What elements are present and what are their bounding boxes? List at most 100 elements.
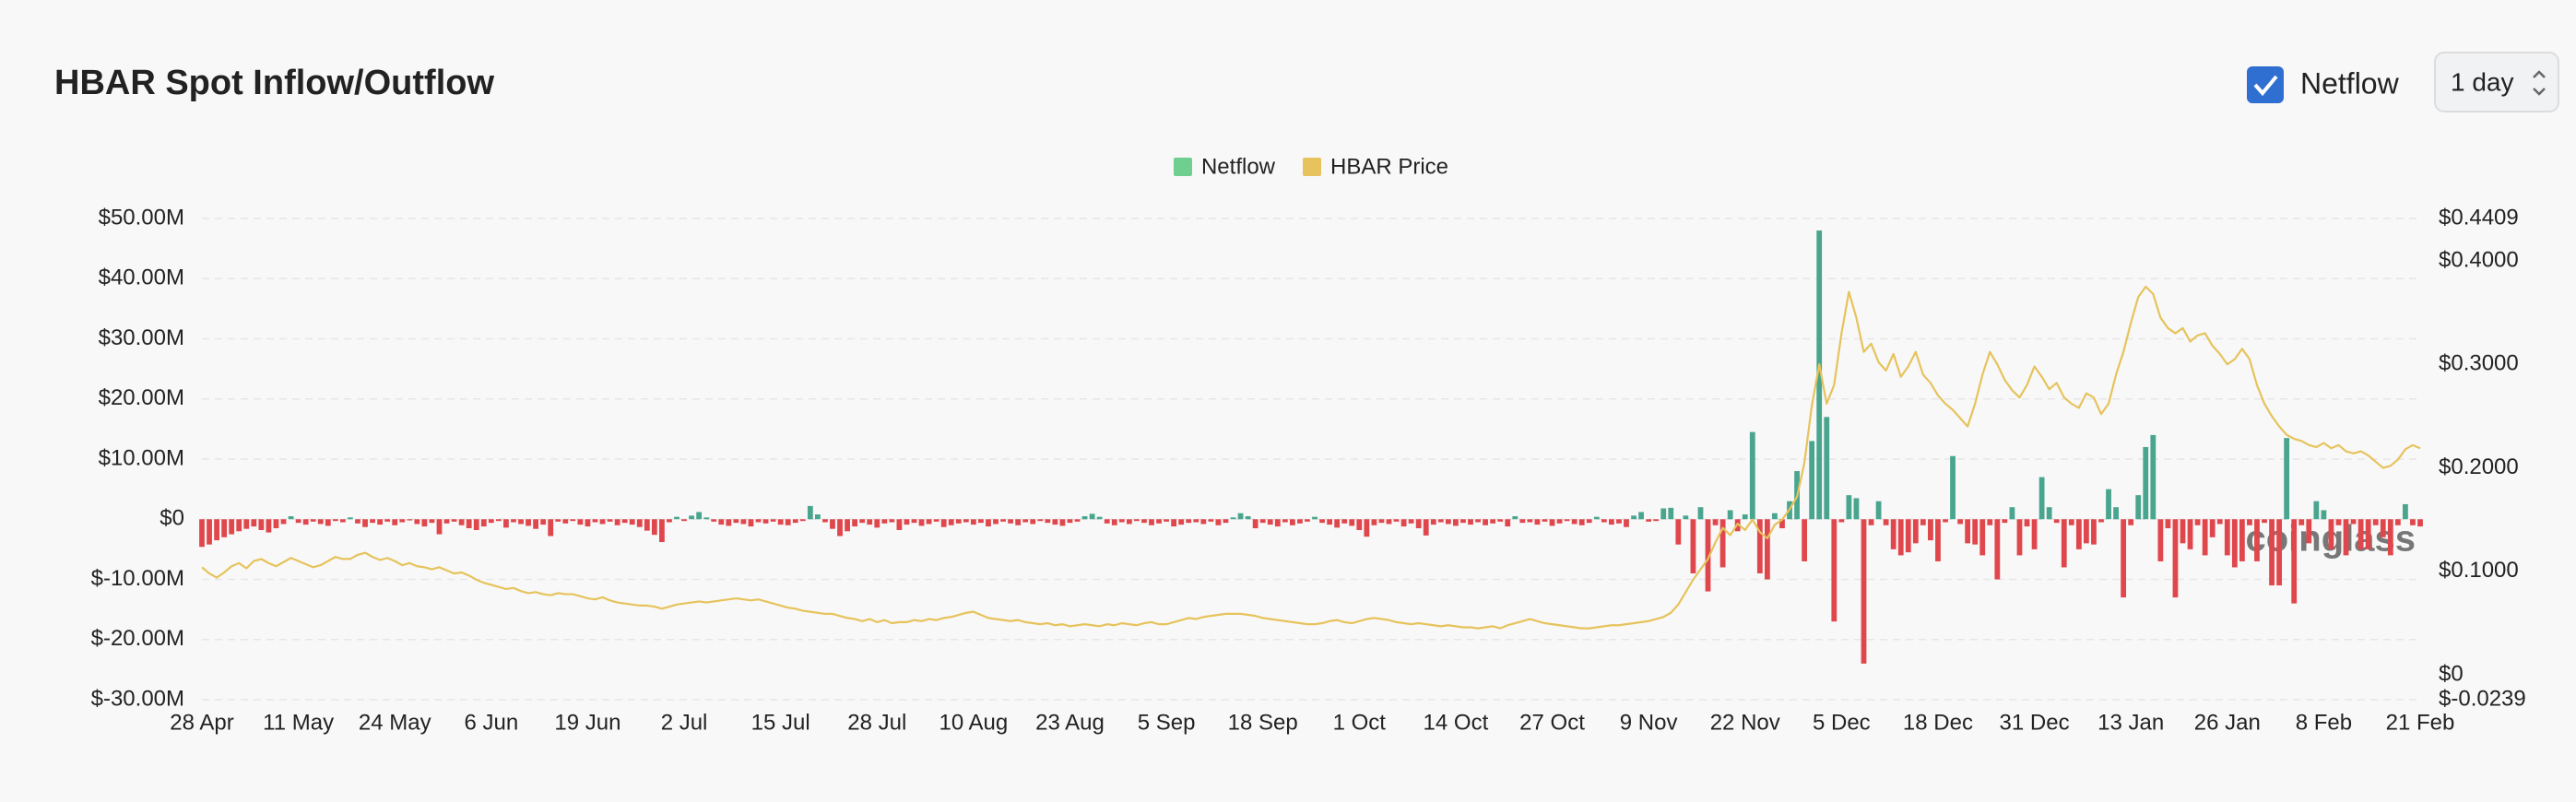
netflow-bar: [2016, 519, 2023, 556]
netflow-bar: [1593, 516, 1600, 520]
netflow-bar: [1312, 516, 1318, 520]
netflow-bar: [2328, 519, 2334, 549]
netflow-bar: [1838, 519, 1845, 523]
netflow-bar: [2075, 519, 2082, 549]
netflow-bar: [748, 519, 754, 527]
netflow-bar: [1230, 517, 1236, 520]
netflow-bar: [726, 519, 732, 526]
netflow-bar: [1935, 519, 1941, 561]
netflow-bar: [1171, 519, 1177, 527]
y-tick-label: $40.00M: [99, 265, 184, 290]
netflow-bar: [1030, 519, 1036, 525]
netflow-bar: [1875, 501, 1882, 520]
netflow-bar: [1200, 519, 1207, 525]
netflow-bar: [1215, 519, 1222, 525]
y2-tick-label: $0.4000: [2439, 247, 2519, 272]
x-tick-label: 21 Feb: [2386, 710, 2455, 735]
netflow-bar: [488, 519, 494, 524]
select-value[interactable]: 1 day: [2451, 67, 2514, 96]
netflow-bar: [681, 519, 687, 522]
netflow-bar: [785, 519, 791, 525]
netflow-bar: [302, 519, 309, 525]
netflow-bar: [339, 519, 346, 523]
x-tick-label: 10 Aug: [939, 710, 1008, 735]
netflow-bar: [659, 519, 665, 543]
netflow-bar: [2403, 503, 2408, 520]
netflow-bar: [436, 519, 443, 535]
netflow-bar: [1624, 519, 1629, 527]
netflow-bar: [310, 519, 316, 522]
netflow-bar: [1690, 519, 1696, 573]
netflow-bar: [1282, 519, 1288, 523]
netflow-bar: [2394, 519, 2401, 525]
netflow-bar: [526, 519, 531, 526]
netflow-bar: [1586, 519, 1592, 524]
netflow-bar: [2180, 519, 2186, 544]
netflow-bar: [1846, 495, 1852, 520]
netflow-bar: [2024, 519, 2030, 527]
netflow-bar: [955, 519, 962, 524]
x-tick-label: 22 Nov: [1710, 710, 1780, 735]
netflow-bar: [555, 519, 561, 522]
netflow-bar: [1979, 519, 1986, 556]
netflow-bar: [1756, 519, 1763, 573]
netflow-bar: [207, 519, 212, 545]
netflow-bar: [325, 519, 331, 526]
select-box[interactable]: [2434, 52, 2559, 112]
x-tick-label: 13 Jan: [2097, 710, 2164, 735]
netflow-bar: [288, 515, 294, 520]
netflow-bar: [1994, 519, 2001, 580]
netflow-bar: [429, 519, 435, 524]
netflow-bar: [845, 519, 850, 532]
netflow-bar: [533, 519, 539, 529]
netflow-bar: [777, 519, 784, 525]
netflow-bar: [2321, 510, 2327, 520]
netflow-bar: [2038, 477, 2045, 520]
netflow-bar: [1608, 519, 1614, 525]
netflow-bar: [904, 519, 910, 525]
x-tick-label: 28 Apr: [170, 710, 233, 735]
legend-label: Netflow: [1201, 154, 1276, 179]
netflow-bar: [2410, 519, 2416, 525]
netflow-bar: [2083, 519, 2089, 544]
interval-select[interactable]: 1 day: [2434, 52, 2559, 112]
netflow-bar: [2335, 519, 2342, 525]
x-tick-label: 8 Feb: [2296, 710, 2352, 735]
netflow-bar: [2091, 519, 2097, 545]
netflow-bar: [355, 519, 360, 524]
netflow-bar: [1400, 519, 1407, 527]
netflow-bar: [332, 519, 338, 522]
netflow-bar: [2046, 507, 2052, 520]
x-tick-label: 1 Oct: [1333, 710, 1387, 735]
checkbox-label[interactable]: Netflow: [2300, 66, 2400, 100]
netflow-bar: [1037, 519, 1044, 522]
netflow-bar: [1868, 519, 1874, 525]
netflow-bar: [733, 519, 739, 524]
netflow-bar: [1890, 519, 1897, 549]
netflow-bar: [2417, 519, 2423, 527]
netflow-bar: [1705, 519, 1711, 592]
netflow-bar: [1668, 507, 1674, 520]
netflow-bar: [1415, 519, 1422, 529]
x-tick-label: 18 Dec: [1903, 710, 1973, 735]
netflow-bar: [963, 519, 969, 523]
netflow-bar: [807, 505, 813, 520]
netflow-bar: [199, 519, 205, 548]
netflow-bar: [458, 519, 465, 525]
netflow-bar: [1578, 519, 1585, 525]
netflow-bar: [1259, 519, 1266, 524]
netflow-bar: [1445, 519, 1451, 525]
checkbox[interactable]: [2247, 66, 2284, 103]
netflow-bar: [859, 519, 866, 524]
netflow-bar: [1067, 519, 1073, 524]
y2-tick-label: $0: [2439, 662, 2464, 687]
netflow-bar: [1505, 519, 1511, 527]
legend-swatch: [1173, 158, 1192, 176]
netflow-bar: [1549, 519, 1555, 526]
x-tick-label: 23 Aug: [1035, 710, 1105, 735]
netflow-bar: [1289, 519, 1295, 525]
netflow-toggle[interactable]: Netflow: [2247, 66, 2400, 103]
y2-tick-label: $0.3000: [2439, 351, 2519, 376]
netflow-bar: [1742, 514, 1748, 520]
